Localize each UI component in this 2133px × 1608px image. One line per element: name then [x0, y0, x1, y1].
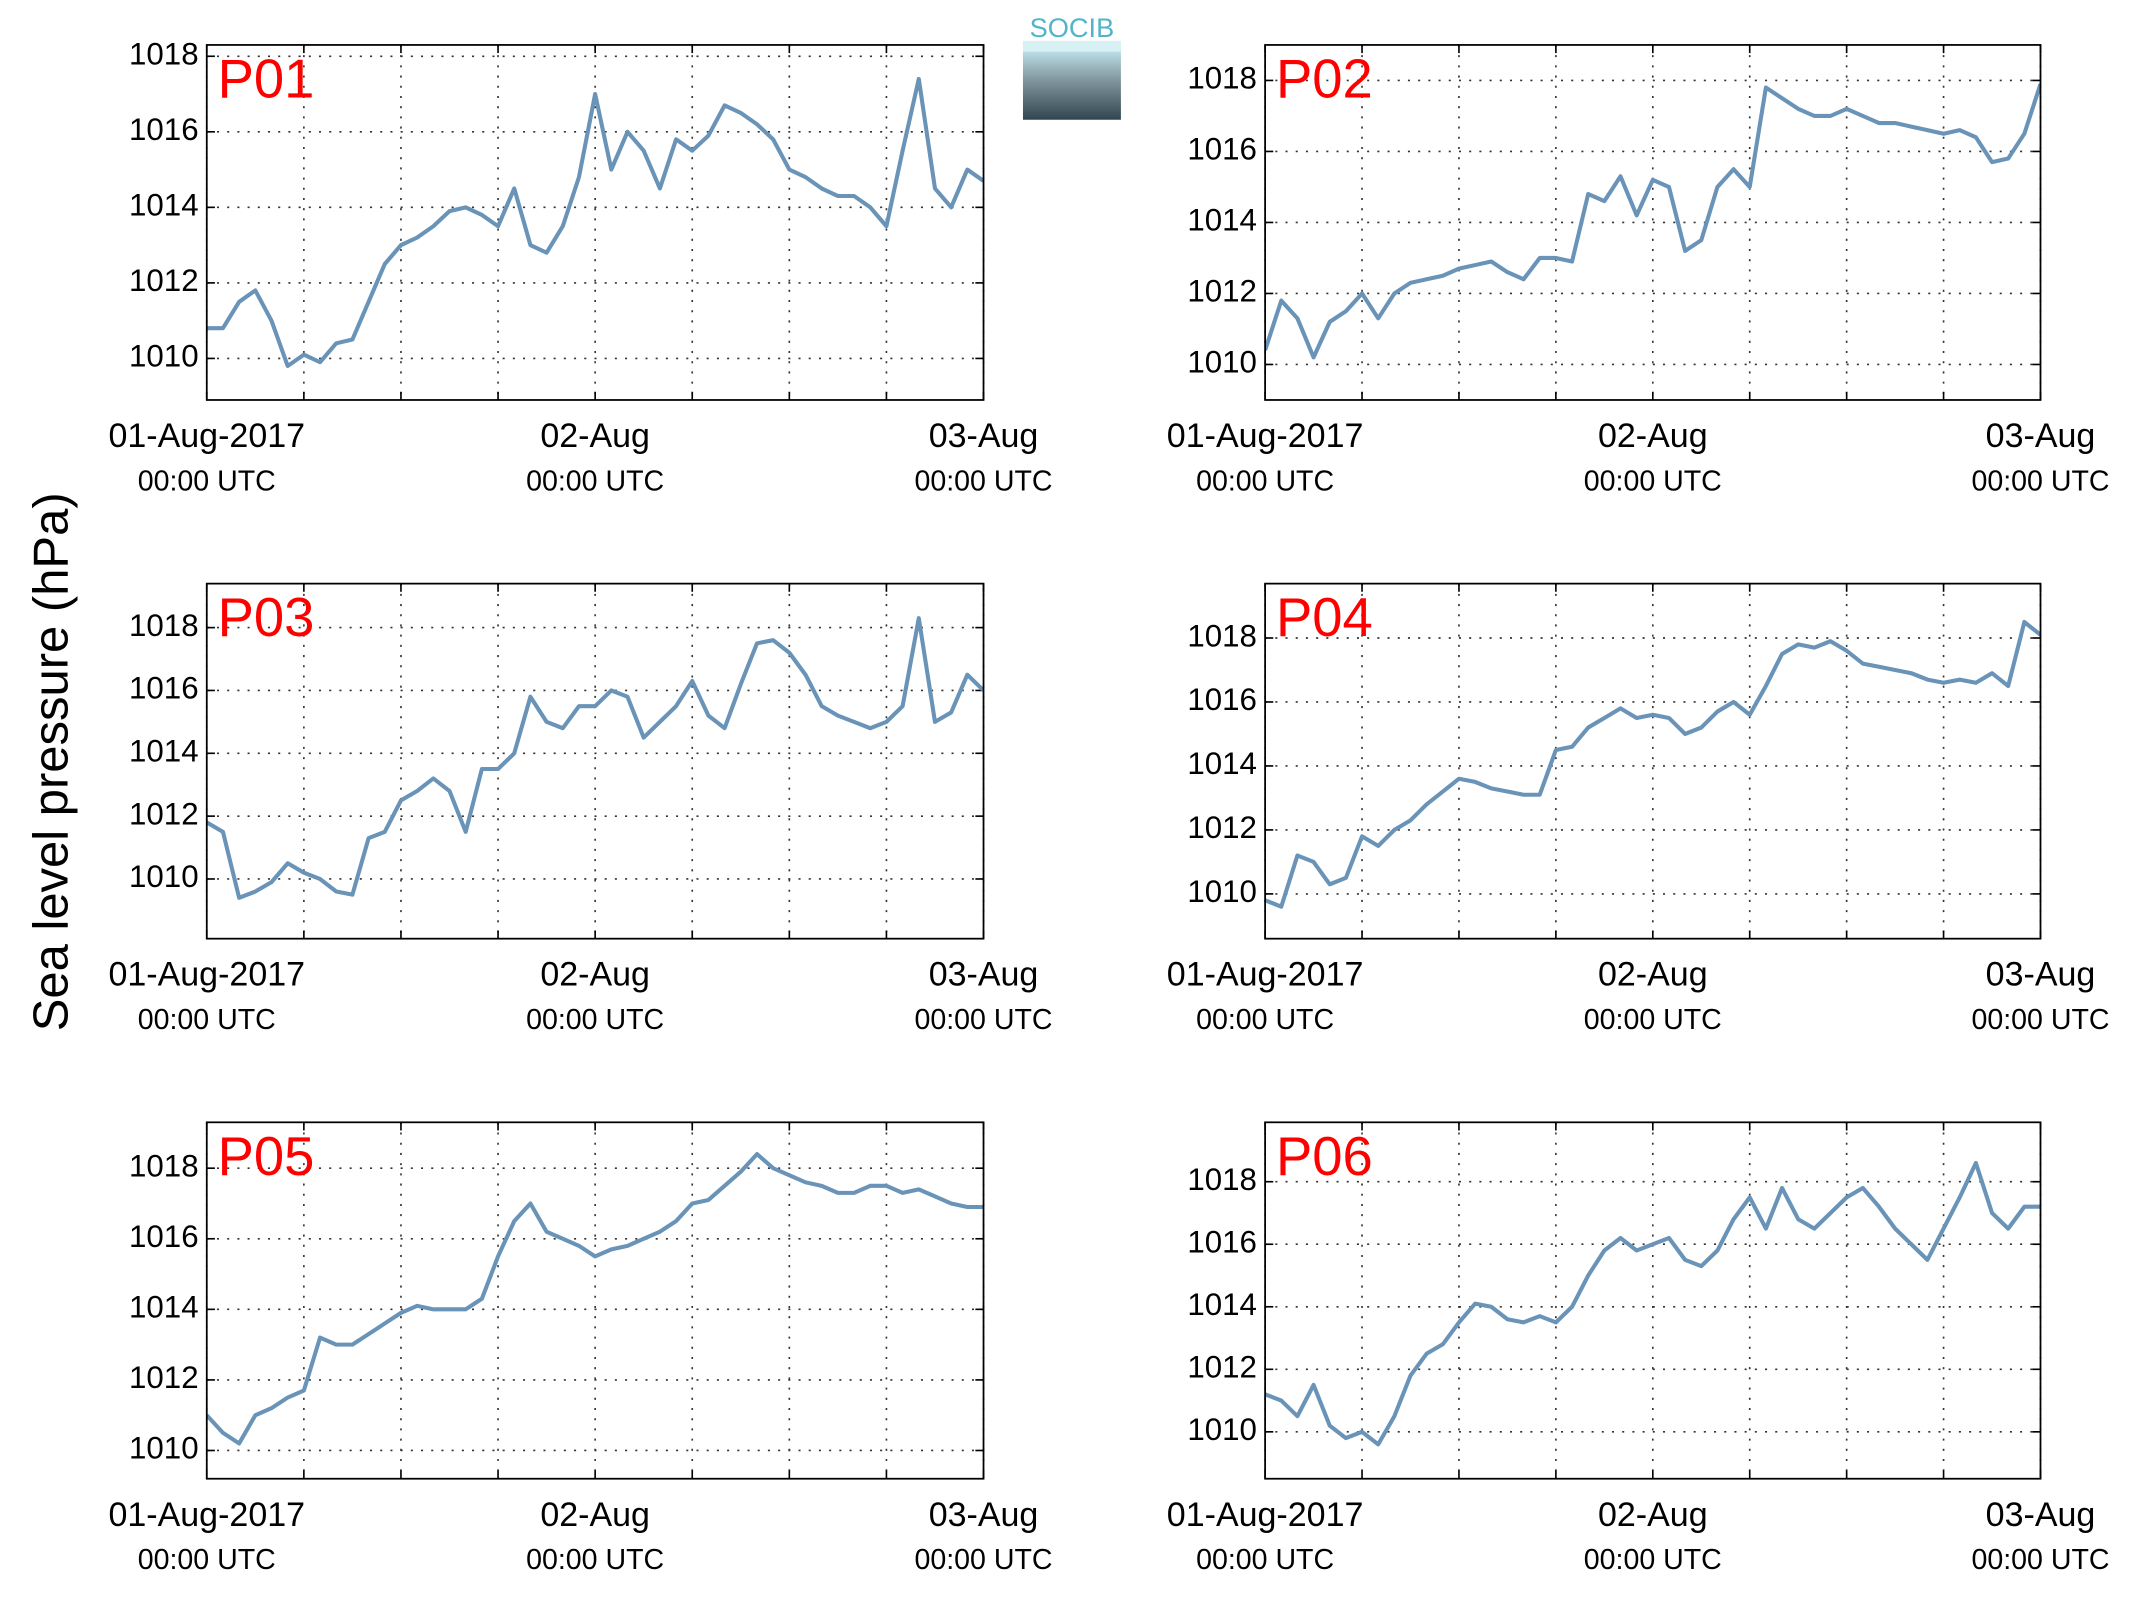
x-tick-label: 01-Aug-2017: [108, 956, 305, 994]
y-tick-label: 1012: [129, 796, 199, 831]
y-tick-label: 1018: [1187, 61, 1257, 96]
x-tick-label: 01-Aug-2017: [108, 1496, 305, 1534]
panel-title: P01: [218, 48, 315, 109]
x-tick-sublabel: 00:00 UTC: [526, 1544, 664, 1576]
y-tick-label: 1016: [129, 112, 199, 147]
x-tick-label: 02-Aug: [540, 1496, 650, 1534]
x-tick-sublabel: 00:00 UTC: [1971, 1004, 2109, 1036]
y-tick-label: 1016: [129, 671, 199, 706]
x-tick-label: 03-Aug: [929, 956, 1039, 994]
x-tick-sublabel: 00:00 UTC: [914, 1544, 1052, 1576]
y-tick-label: 1010: [129, 339, 199, 374]
y-tick-label: 1016: [1187, 132, 1257, 167]
x-tick-label: 01-Aug-2017: [1167, 956, 1364, 994]
x-tick-sublabel: 00:00 UTC: [1584, 1544, 1722, 1576]
x-tick-label: 01-Aug-2017: [108, 417, 305, 455]
logo-block: [1022, 49, 1121, 120]
x-tick-sublabel: 00:00 UTC: [526, 466, 664, 498]
y-tick-label: 1010: [129, 1431, 199, 1466]
x-tick-sublabel: 00:00 UTC: [1584, 466, 1722, 498]
x-tick-label: 01-Aug-2017: [1167, 417, 1364, 455]
x-tick-sublabel: 00:00 UTC: [138, 1004, 276, 1036]
x-tick-label: 02-Aug: [1598, 1496, 1708, 1534]
y-tick-label: 1018: [129, 37, 199, 72]
x-tick-label: 01-Aug-2017: [1167, 1496, 1364, 1534]
y-tick-label: 1018: [1187, 1162, 1257, 1197]
x-tick-label: 02-Aug: [1598, 417, 1708, 455]
x-tick-label: 03-Aug: [1986, 417, 2096, 455]
x-tick-sublabel: 00:00 UTC: [914, 466, 1052, 498]
y-tick-label: 1014: [129, 1290, 199, 1325]
subplot: 1010 1012 1014 1016 1018 01-Aug-2017 00:00 UTC…: [1167, 1121, 2110, 1576]
x-tick-sublabel: 00:00 UTC: [526, 1004, 664, 1036]
y-tick-label: 1014: [1187, 203, 1257, 238]
y-tick-label: 1012: [1187, 274, 1257, 309]
x-tick-label: 03-Aug: [1986, 1496, 2096, 1534]
y-tick-label: 1016: [1187, 682, 1257, 717]
subplot: 1010 1012 1014 1016 1018 01-Aug-2017 00:00 UTC…: [1167, 44, 2110, 498]
x-tick-sublabel: 00:00 UTC: [1584, 1004, 1722, 1036]
x-tick-sublabel: 00:00 UTC: [1196, 1004, 1334, 1036]
y-tick-label: 1016: [129, 1219, 199, 1254]
x-tick-label: 02-Aug: [1598, 956, 1708, 994]
subplot: 1010 1012 1014 1016 1018 01-Aug-2017 00:00 UTC…: [108, 37, 1052, 498]
logo: SOCIB: [1022, 12, 1121, 120]
x-tick-sublabel: 00:00 UTC: [1196, 1544, 1334, 1576]
plot-frame: [205, 44, 985, 401]
series-line: [1265, 83, 2041, 360]
plot-frame: [1264, 582, 2042, 940]
y-tick-label: 1018: [129, 1148, 199, 1183]
y-tick-label: 1012: [129, 1360, 199, 1395]
subplot: 1010 1012 1014 1016 1018 01-Aug-2017 00:00 UTC…: [1167, 582, 2110, 1036]
panel-title: P05: [218, 1126, 315, 1187]
x-tick-sublabel: 00:00 UTC: [1196, 466, 1334, 498]
y-tick-label: 1010: [1187, 1412, 1257, 1447]
plot-frame: [1264, 44, 2042, 401]
x-tick-sublabel: 00:00 UTC: [1971, 466, 2109, 498]
y-tick-label: 1014: [129, 188, 199, 223]
subplot: 1010 1012 1014 1016 1018 01-Aug-2017 00:00 UTC…: [108, 1121, 1053, 1576]
y-axis-label: Sea level pressure (hPa): [24, 492, 78, 1031]
series-line: [206, 1152, 984, 1446]
plot-frame: [205, 582, 985, 940]
series-line: [1265, 619, 2041, 909]
y-tick-label: 1014: [129, 734, 199, 769]
y-tick-label: 1010: [1187, 874, 1257, 909]
x-tick-label: 03-Aug: [1986, 956, 2096, 994]
x-tick-sublabel: 00:00 UTC: [138, 466, 276, 498]
y-tick-label: 1016: [1187, 1225, 1257, 1260]
y-tick-label: 1018: [1187, 618, 1257, 653]
x-tick-label: 02-Aug: [540, 417, 650, 455]
y-tick-label: 1012: [1187, 1350, 1257, 1385]
series-line: [1265, 1160, 2041, 1447]
logo-text: SOCIB: [1030, 12, 1115, 43]
x-tick-label: 02-Aug: [540, 956, 650, 994]
panel-title: P06: [1276, 1126, 1373, 1187]
x-tick-label: 03-Aug: [929, 1496, 1039, 1534]
series-line: [206, 616, 984, 900]
plot-frame: [1264, 1121, 2042, 1480]
x-tick-sublabel: 00:00 UTC: [1971, 1544, 2109, 1576]
logo-band: [1022, 40, 1121, 52]
plot-frame: [205, 1121, 985, 1480]
x-tick-sublabel: 00:00 UTC: [138, 1544, 276, 1576]
y-tick-label: 1014: [1187, 1287, 1257, 1322]
panel-title: P02: [1276, 48, 1373, 109]
x-tick-label: 03-Aug: [929, 417, 1039, 455]
y-tick-label: 1010: [129, 859, 199, 894]
y-tick-label: 1018: [129, 608, 199, 643]
y-tick-label: 1014: [1187, 746, 1257, 781]
subplot: 1010 1012 1014 1016 1018 01-Aug-2017 00:00 UTC…: [108, 582, 1053, 1036]
y-tick-label: 1012: [1187, 810, 1257, 845]
x-tick-sublabel: 00:00 UTC: [914, 1004, 1052, 1036]
y-tick-label: 1012: [129, 263, 199, 298]
panel-title: P04: [1276, 587, 1373, 648]
y-tick-label: 1010: [1187, 345, 1257, 380]
series-line: [206, 76, 984, 369]
panel-title: P03: [218, 587, 315, 648]
